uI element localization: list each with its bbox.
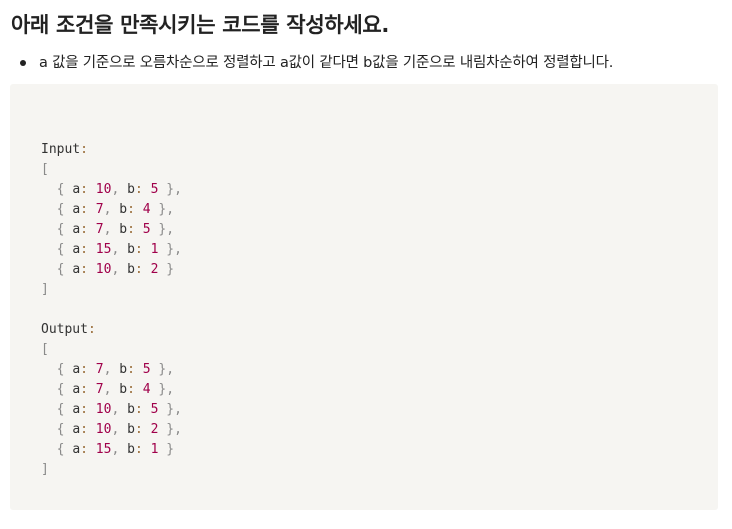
code-object-line: { a: 7, b: 5 }, xyxy=(56,222,175,237)
code-block: Input: [ { a: 10, b: 5 }, { a: 7, b: 4 },… xyxy=(10,84,718,510)
code-object-line: { a: 15, b: 1 }, xyxy=(56,242,182,257)
requirement-item: a 값을 기준으로 오름차순으로 정렬하고 a값이 같다면 b값을 기준으로 내… xyxy=(0,52,613,74)
bullet-icon xyxy=(20,60,26,66)
value-b: 5 xyxy=(150,402,159,417)
code-object-line: { a: 15, b: 1 } xyxy=(56,442,175,457)
value-b: 5 xyxy=(150,182,159,197)
value-b: 1 xyxy=(150,442,159,457)
value-a: 7 xyxy=(95,382,104,397)
value-b: 5 xyxy=(142,362,151,377)
code-bracket-close: ] xyxy=(41,282,49,297)
code-bracket-open: [ xyxy=(41,342,49,357)
code-object-line: { a: 7, b: 5 }, xyxy=(56,362,175,377)
value-a: 7 xyxy=(95,202,104,217)
requirements-list: a 값을 기준으로 오름차순으로 정렬하고 a값이 같다면 b값을 기준으로 내… xyxy=(0,52,613,74)
code-bracket-open: [ xyxy=(41,162,49,177)
code-object-line: { a: 7, b: 4 }, xyxy=(56,202,175,217)
code-object-line: { a: 10, b: 2 } xyxy=(56,262,175,277)
value-b: 4 xyxy=(142,202,151,217)
value-a: 15 xyxy=(95,442,112,457)
value-a: 15 xyxy=(95,242,112,257)
code-input-label: Input: xyxy=(41,142,88,157)
code-object-line: { a: 7, b: 4 }, xyxy=(56,382,175,397)
code-bracket-close: ] xyxy=(41,462,49,477)
value-a: 10 xyxy=(95,422,112,437)
code-label: Output xyxy=(41,322,88,337)
requirement-text: a 값을 기준으로 오름차순으로 정렬하고 a값이 같다면 b값을 기준으로 내… xyxy=(39,55,614,71)
code-content: Input: [ { a: 10, b: 5 }, { a: 7, b: 4 },… xyxy=(41,140,182,480)
code-label: Input xyxy=(41,142,81,157)
code-output-label: Output: xyxy=(41,322,96,337)
value-a: 7 xyxy=(95,362,104,377)
value-b: 2 xyxy=(150,422,159,437)
value-b: 2 xyxy=(150,262,159,277)
value-a: 10 xyxy=(95,402,112,417)
value-b: 1 xyxy=(150,242,159,257)
value-b: 5 xyxy=(142,222,151,237)
code-object-line: { a: 10, b: 5 }, xyxy=(56,182,182,197)
page-title: 아래 조건을 만족시키는 코드를 작성하세요. xyxy=(11,13,390,37)
value-a: 10 xyxy=(95,262,112,277)
value-b: 4 xyxy=(142,382,151,397)
code-blank-line xyxy=(41,300,182,320)
code-object-line: { a: 10, b: 5 }, xyxy=(56,402,182,417)
code-object-line: { a: 10, b: 2 }, xyxy=(56,422,182,437)
value-a: 10 xyxy=(95,182,112,197)
value-a: 7 xyxy=(95,222,104,237)
